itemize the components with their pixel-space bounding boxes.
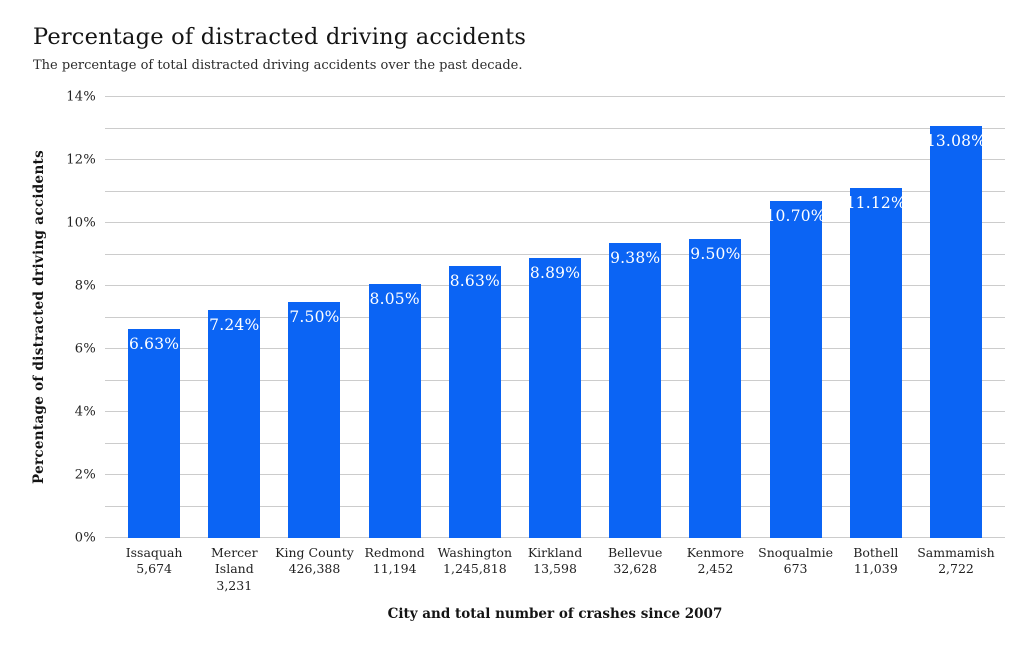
crash-count: 673 [783, 561, 808, 577]
bar-bellevue[interactable]: 9.38% [609, 242, 662, 538]
bar-value-label: 11.12% [845, 193, 906, 212]
city-name: Mercer Island [211, 545, 258, 577]
y-tick-label: 8% [74, 278, 96, 294]
city-name: King County [275, 545, 354, 560]
y-axis-tick-labels: 0% 2% 4% 6% 8% 10% 12% 14% [28, 90, 96, 546]
crash-count: 13,598 [533, 561, 577, 577]
crash-count: 5,674 [136, 561, 172, 577]
plot-area: 6.63% 7.24% 7.50% 8.05% 8.63% 8.89% 9.38% 9.50%… [105, 96, 1005, 538]
gridline [105, 190, 1005, 192]
city-name: Sammamish [917, 545, 995, 560]
y-tick-label: 6% [74, 341, 96, 357]
bar-king-county[interactable]: 7.50% [288, 301, 341, 538]
city-name: Redmond [364, 545, 425, 560]
x-tick-label: Redmond 11,194 [355, 545, 435, 594]
city-name: Bothell [853, 545, 899, 560]
bar-kenmore[interactable]: 9.50% [689, 238, 742, 538]
y-tick-label: 14% [66, 89, 96, 105]
x-tick-label: Bellevue 32,628 [595, 545, 675, 594]
bar-redmond[interactable]: 8.05% [368, 284, 421, 538]
x-tick-label: Issaquah 5,674 [114, 545, 194, 594]
bar-slot: 9.38% [595, 97, 675, 538]
x-axis-title: City and total number of crashes since 2… [387, 606, 723, 622]
bar-slot: 8.89% [515, 97, 595, 538]
city-name: Kirkland [527, 545, 583, 560]
gridline [105, 222, 1005, 223]
x-tick-label: Snoqualmie 673 [756, 545, 836, 594]
city-name: Kenmore [686, 545, 744, 560]
y-tick-label: 0% [74, 530, 96, 546]
bar-value-label: 8.89% [529, 263, 581, 282]
crash-count: 11,194 [372, 561, 417, 577]
city-name: Bellevue [607, 545, 663, 560]
bar-snoqualmie[interactable]: 10.70% [765, 200, 826, 538]
y-tick-label: 12% [66, 152, 96, 168]
x-tick-label: King County 426,388 [274, 545, 354, 594]
bar-value-label: 9.38% [610, 248, 661, 267]
crash-count: 1,245,818 [443, 561, 507, 577]
bar-issaquah[interactable]: 6.63% [128, 329, 181, 538]
bar-value-label: 6.63% [128, 335, 180, 354]
x-tick-label: Mercer Island 3,231 [194, 545, 274, 594]
x-axis-tick-labels: Issaquah 5,674 Mercer Island 3,231 King Coun… [114, 545, 996, 594]
bar-value-label: 13.08% [925, 131, 987, 150]
bar-slot: 11.12% [836, 97, 916, 538]
bar-slot: 8.63% [435, 97, 515, 538]
x-tick-label: Kirkland 13,598 [515, 545, 595, 594]
bar-value-label: 9.50% [690, 244, 741, 263]
bar-kirkland[interactable]: 8.89% [529, 257, 582, 538]
bar-slot: 7.50% [274, 97, 354, 538]
bar-slot: 7.24% [194, 97, 274, 538]
chart-subtitle: The percentage of total distracted drivi… [33, 58, 523, 73]
bar-value-label: 8.63% [449, 272, 500, 291]
bar-slot: 13.08% [916, 97, 996, 538]
crash-count: 2,722 [938, 561, 974, 577]
bar-value-label: 10.70% [765, 206, 826, 225]
y-tick-label: 2% [74, 467, 96, 483]
bar-slot: 6.63% [114, 97, 194, 538]
gridline [105, 253, 1005, 255]
bar-value-label: 7.24% [209, 315, 260, 334]
city-name: Issaquah [125, 545, 183, 560]
y-tick-label: 4% [74, 404, 96, 420]
crash-count: 2,452 [697, 561, 734, 577]
x-tick-label: Sammamish 2,722 [916, 545, 996, 594]
bar-sammamish[interactable]: 13.08% [926, 125, 986, 538]
bars-container: 6.63% 7.24% 7.50% 8.05% 8.63% 8.89% 9.38% 9.50%… [114, 97, 996, 538]
bar-mercer-island[interactable]: 7.24% [208, 309, 261, 538]
bar-bothell[interactable]: 11.12% [846, 187, 906, 538]
bar-slot: 9.50% [675, 97, 755, 538]
x-tick-label: Bothell 11,039 [836, 545, 916, 594]
chart-title: Percentage of distracted driving acciden… [33, 24, 527, 50]
bar-slot: 8.05% [355, 97, 435, 538]
y-tick-label: 10% [66, 215, 96, 231]
city-name: Snoqualmie [758, 545, 834, 560]
crash-count: 426,388 [288, 561, 341, 577]
bar-value-label: 7.50% [289, 307, 340, 326]
crash-count: 3,231 [216, 577, 253, 593]
bar-value-label: 8.05% [369, 290, 420, 309]
city-name: Washington [437, 545, 513, 560]
x-tick-label: Kenmore 2,452 [675, 545, 755, 594]
bar-washington[interactable]: 8.63% [448, 266, 501, 538]
bar-slot: 10.70% [756, 97, 836, 538]
gridline [105, 96, 1005, 97]
crash-count: 32,628 [613, 561, 658, 577]
x-tick-label: Washington 1,245,818 [435, 545, 515, 594]
gridline [105, 159, 1005, 160]
gridline [105, 127, 1005, 129]
crash-count: 11,039 [853, 561, 898, 577]
